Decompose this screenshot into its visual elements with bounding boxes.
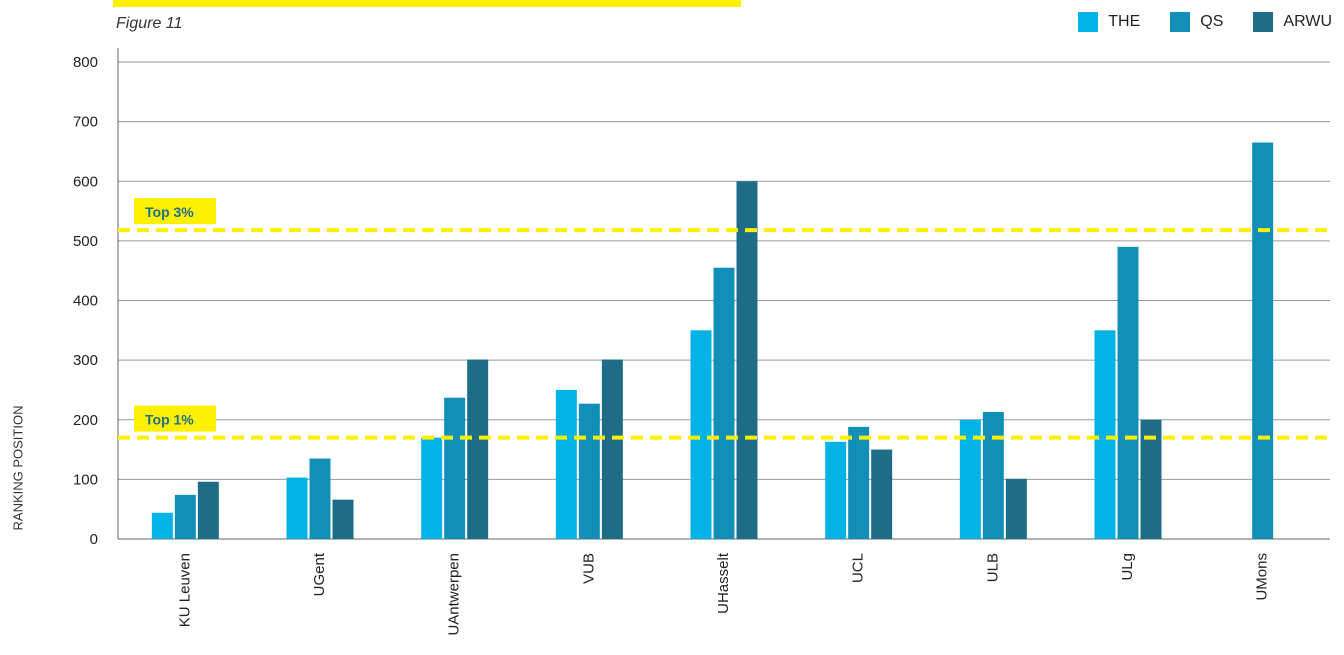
y-tick-label: 500 [73, 233, 98, 250]
legend-swatch-the [1078, 12, 1099, 32]
legend-label-arwu: ARWU [1283, 13, 1332, 30]
y-tick-label: 800 [73, 54, 98, 71]
legend-item-qs: QS [1170, 12, 1223, 32]
x-tick-label: KU Leuven [176, 553, 193, 627]
reference-label: Top 1% [145, 412, 194, 428]
legend-swatch-qs [1170, 12, 1191, 32]
x-tick-label: VUB [580, 553, 597, 584]
x-tick-label: UHasselt [715, 552, 732, 614]
bar-qs-ulg [1117, 246, 1139, 539]
bar-qs-ku-leuven [174, 494, 196, 539]
legend-item-arwu: ARWU [1253, 12, 1332, 32]
bar-qs-vub [578, 403, 600, 539]
bar-the-uhasselt [690, 330, 712, 539]
legend-item-the: THE [1078, 12, 1140, 32]
x-tick-label: UCL [850, 553, 867, 583]
y-tick-label: 0 [90, 531, 98, 548]
bar-qs-ulb [982, 411, 1004, 539]
reference-label-box [134, 198, 216, 225]
bar-arwu-ulg [1140, 419, 1162, 539]
bar-qs-umons [1252, 142, 1274, 539]
bar-qs-uantwerpen [444, 397, 466, 539]
bar-the-vub [555, 389, 577, 539]
x-tick-label: UGent [311, 552, 328, 596]
y-tick-label: 600 [73, 173, 98, 190]
bar-arwu-ugent [332, 499, 354, 539]
legend-label-the: THE [1108, 13, 1141, 30]
bar-the-ulb [959, 419, 981, 539]
bar-arwu-ulb [1005, 478, 1027, 539]
bar-qs-uhasselt [713, 267, 735, 539]
title-highlight-bar [113, 0, 741, 7]
legend-label-qs: QS [1200, 13, 1224, 30]
bar-the-uantwerpen [421, 437, 443, 539]
bar-the-ku-leuven [151, 512, 173, 539]
x-tick-label: UAntwerpen [446, 553, 463, 636]
bar-qs-ugent [309, 458, 331, 539]
bar-qs-ucl [848, 426, 870, 539]
y-tick-label: 400 [73, 293, 98, 310]
y-tick-label: 100 [73, 471, 98, 488]
bar-arwu-uhasselt [736, 181, 758, 539]
bar-arwu-ku-leuven [197, 481, 219, 539]
bar-the-ucl [825, 441, 847, 539]
bar-arwu-uantwerpen [467, 359, 489, 539]
y-tick-label: 200 [73, 412, 98, 429]
figure-label: Figure 11 [116, 15, 183, 32]
reference-label: Top 3% [145, 204, 194, 220]
y-tick-label: 300 [73, 352, 98, 369]
bar-arwu-ucl [871, 449, 893, 539]
y-tick-label: 700 [73, 114, 98, 131]
legend-swatch-arwu [1253, 12, 1274, 32]
x-tick-label: ULB [984, 553, 1001, 582]
bar-the-ulg [1094, 330, 1116, 539]
bar-arwu-vub [601, 359, 623, 539]
reference-label-box [134, 405, 216, 432]
x-tick-label: ULg [1119, 553, 1136, 581]
x-tick-label: UMons [1254, 553, 1271, 601]
legend: THE QS ARWU [1048, 12, 1332, 32]
bar-the-ugent [286, 477, 308, 539]
